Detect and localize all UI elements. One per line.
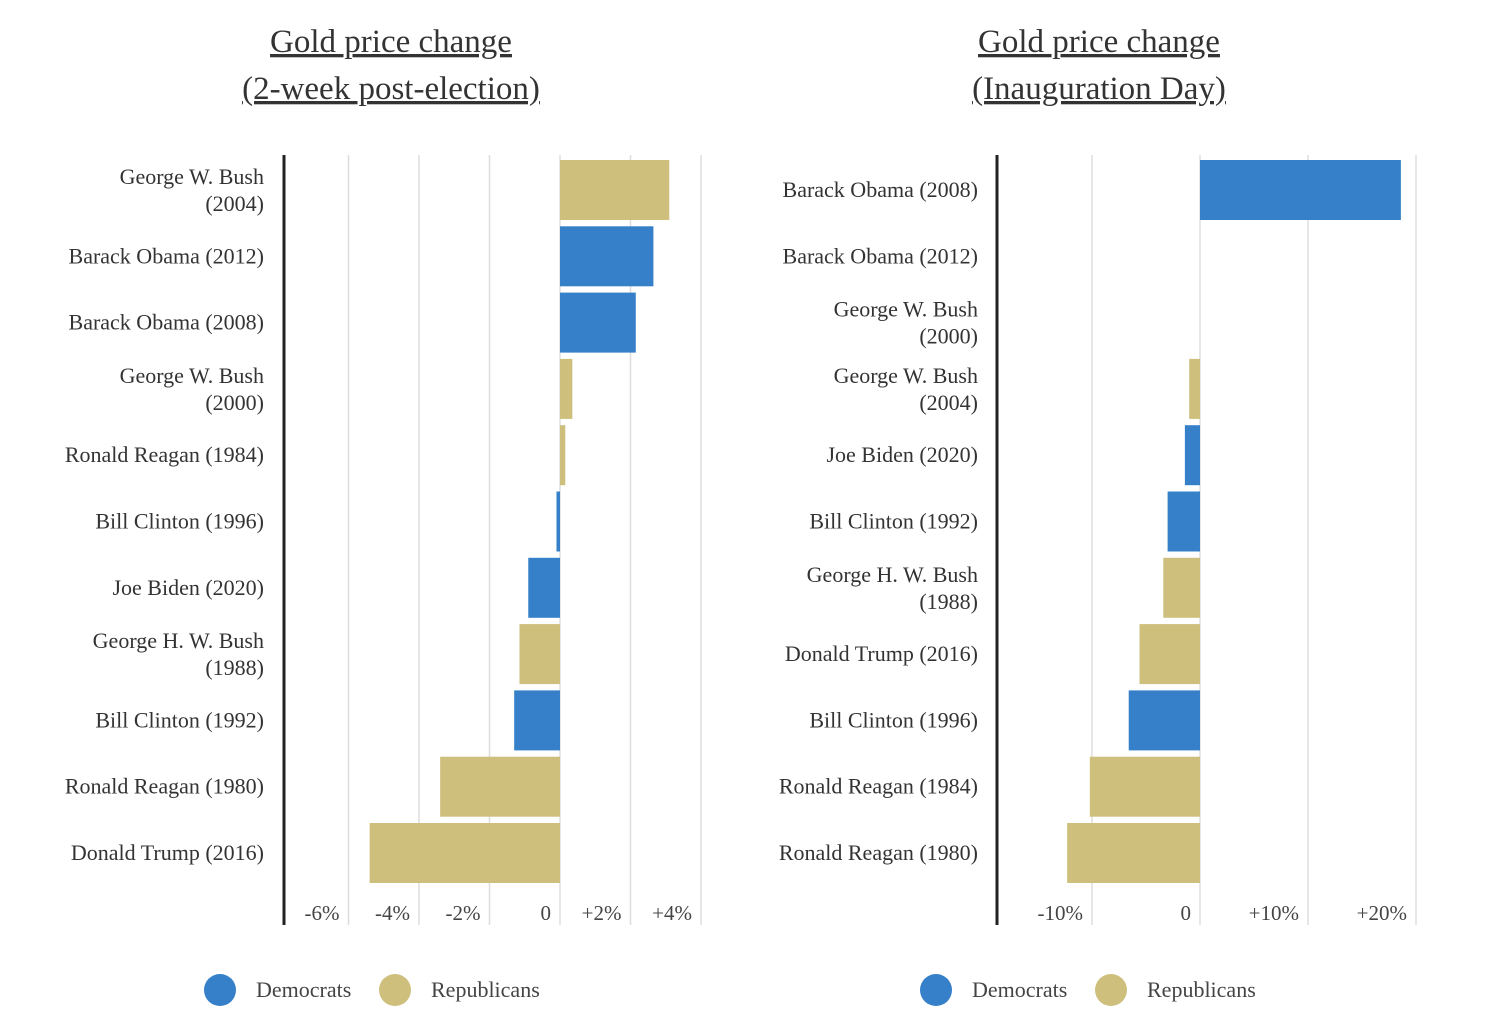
tick-label: +4% bbox=[652, 901, 692, 925]
chart-title-line: (Inauguration Day) bbox=[972, 71, 1226, 107]
bar bbox=[1139, 624, 1200, 685]
bar bbox=[519, 624, 560, 685]
category-label: Joe Biden (2020) bbox=[826, 442, 978, 467]
bar bbox=[1167, 491, 1200, 552]
category-label: Ronald Reagan (1984) bbox=[779, 774, 978, 799]
legend-label: Democrats bbox=[972, 977, 1067, 1002]
bar bbox=[560, 292, 636, 353]
bar bbox=[1184, 425, 1200, 486]
bar bbox=[369, 823, 560, 883]
tick-label: +10% bbox=[1249, 901, 1299, 925]
bar bbox=[1128, 690, 1200, 751]
tick-label: 0 bbox=[541, 901, 552, 925]
chart-1: Gold price change (2-week post-election) -… bbox=[65, 24, 702, 1006]
category-label: George H. W. Bush (1988) bbox=[93, 628, 264, 680]
category-label: Ronald Reagan (1984) bbox=[65, 442, 264, 467]
bar bbox=[528, 557, 560, 618]
category-label: Ronald Reagan (1980) bbox=[65, 774, 264, 799]
category-label: Donald Trump (2016) bbox=[785, 641, 978, 666]
chart-title-line: (2-week post-election) bbox=[242, 71, 540, 107]
category-label: Barack Obama (2012) bbox=[783, 243, 978, 268]
category-label: Bill Clinton (1996) bbox=[95, 509, 264, 534]
tick-label: -10% bbox=[1038, 901, 1084, 925]
tick-label: +2% bbox=[582, 901, 622, 925]
bar bbox=[1089, 756, 1200, 817]
chart-2: Gold price change (Inauguration Day) -10%… bbox=[779, 24, 1417, 1006]
bar bbox=[1189, 358, 1200, 419]
bar bbox=[1200, 160, 1401, 220]
bar bbox=[514, 690, 560, 751]
bar bbox=[560, 358, 573, 419]
tick-label: -6% bbox=[305, 901, 340, 925]
category-label: Bill Clinton (1996) bbox=[809, 707, 978, 732]
category-label: Barack Obama (2008) bbox=[783, 177, 978, 202]
bar bbox=[440, 756, 560, 817]
category-label: Donald Trump (2016) bbox=[71, 840, 264, 865]
category-label: Bill Clinton (1992) bbox=[95, 707, 264, 732]
legend-label: Republicans bbox=[1147, 977, 1256, 1002]
legend-swatch-republicans bbox=[1095, 974, 1127, 1006]
tick-label: 0 bbox=[1181, 901, 1192, 925]
category-label: George H. W. Bush (1988) bbox=[807, 562, 978, 614]
tick-label: -4% bbox=[375, 901, 410, 925]
category-label: Joe Biden (2020) bbox=[112, 575, 264, 600]
category-label: Bill Clinton (1992) bbox=[809, 509, 978, 534]
category-label: Barack Obama (2008) bbox=[69, 310, 264, 335]
bar bbox=[560, 160, 670, 220]
tick-label: -2% bbox=[446, 901, 481, 925]
category-label: George W. Bush (2000) bbox=[120, 363, 264, 415]
legend-label: Republicans bbox=[431, 977, 540, 1002]
chart-title-line: Gold price change bbox=[270, 24, 512, 60]
category-label: George W. Bush (2000) bbox=[834, 297, 978, 349]
bar bbox=[560, 425, 566, 486]
bar bbox=[556, 491, 560, 552]
chart-title-line: Gold price change bbox=[978, 24, 1220, 60]
legend-swatch-democrats bbox=[920, 974, 952, 1006]
category-label: Barack Obama (2012) bbox=[69, 243, 264, 268]
legend-label: Democrats bbox=[256, 977, 351, 1002]
bar bbox=[1067, 823, 1200, 883]
bar bbox=[560, 226, 654, 287]
category-label: Ronald Reagan (1980) bbox=[779, 840, 978, 865]
legend-swatch-republicans bbox=[379, 974, 411, 1006]
tick-label: +20% bbox=[1357, 901, 1407, 925]
bar bbox=[1163, 557, 1200, 618]
category-label: George W. Bush (2004) bbox=[834, 363, 978, 415]
category-label: George W. Bush (2004) bbox=[120, 164, 264, 216]
legend-swatch-democrats bbox=[204, 974, 236, 1006]
